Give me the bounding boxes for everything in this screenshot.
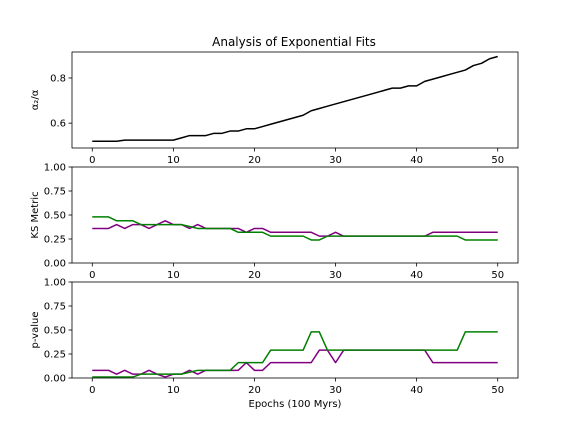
panel-2-series-1-line — [92, 220, 498, 237]
panel-1-series-1-line — [92, 55, 498, 142]
panel-1-xtick-label-20: 20 — [248, 155, 261, 166]
panel-2: 0 10 20 30 40 50 0.00 0.25 0.50 0.75 1.00 KS Metric — [30, 163, 519, 281]
chart-title: Analysis of Exponential Fits — [212, 35, 376, 49]
panel-3-xtick-label-40: 40 — [410, 385, 423, 396]
panel-3-series-1-line — [92, 349, 498, 378]
panel-1-xtick-label-10: 10 — [167, 155, 180, 166]
panel-3-ytick-label-4: 1.00 — [44, 278, 66, 289]
panel-1-xtick-label-30: 30 — [329, 155, 342, 166]
panel-3-ylabel: p-value — [30, 311, 41, 348]
panel-3-xlabel: Epochs (100 Myrs) — [249, 399, 342, 410]
panel-3-ytick-label-2: 0.50 — [44, 326, 66, 337]
panel-1-ytick-label-0: 0.6 — [50, 119, 66, 130]
panels: 0 10 20 30 40 50 0.6 0.8 α₂/α 0 10 20 30 40 50 0.00 0.25… — [30, 51, 519, 410]
panel-1-ylabel: α₂/α — [30, 89, 41, 110]
panel-2-xtick-label-10: 10 — [167, 270, 180, 281]
panel-2-ytick-label-1: 0.25 — [44, 235, 66, 246]
panel-2-ytick-label-4: 1.00 — [44, 163, 66, 174]
panel-3-xtick-label-20: 20 — [248, 385, 261, 396]
panel-2-ytick-label-2: 0.50 — [44, 211, 66, 222]
panel-3-xtick-label-30: 30 — [329, 385, 342, 396]
panel-1-xtick-label-0: 0 — [89, 155, 95, 166]
panel-3-xtick-label-10: 10 — [167, 385, 180, 396]
panel-3-xtick-label-0: 0 — [89, 385, 95, 396]
panel-1-frame — [71, 51, 519, 149]
panel-3-ytick-label-0: 0.00 — [44, 374, 66, 385]
panel-1-xtick-label-50: 50 — [491, 155, 504, 166]
panel-3-xtick-label-50: 50 — [491, 385, 504, 396]
panel-2-ylabel: KS Metric — [30, 191, 41, 238]
panel-2-ytick-label-0: 0.00 — [44, 259, 66, 270]
panel-1: 0 10 20 30 40 50 0.6 0.8 α₂/α — [30, 51, 519, 166]
panel-2-xtick-label-0: 0 — [89, 270, 95, 281]
panel-1-ytick-label-1: 0.8 — [50, 73, 66, 84]
panel-3-ytick-label-3: 0.75 — [44, 302, 66, 313]
panel-2-xtick-label-40: 40 — [410, 270, 423, 281]
panel-3-ytick-label-1: 0.25 — [44, 350, 66, 361]
panel-2-xtick-label-20: 20 — [248, 270, 261, 281]
panel-2-ytick-label-3: 0.75 — [44, 187, 66, 198]
panel-3-series-2-line — [92, 331, 498, 378]
panel-1-xtick-label-40: 40 — [410, 155, 423, 166]
panel-2-xtick-label-30: 30 — [329, 270, 342, 281]
panel-2-xtick-label-50: 50 — [491, 270, 504, 281]
panel-2-series-2-line — [92, 216, 498, 241]
panel-3: 0 10 20 30 40 50 0.00 0.25 0.50 0.75 1.00 p-value Ep… — [30, 278, 519, 410]
